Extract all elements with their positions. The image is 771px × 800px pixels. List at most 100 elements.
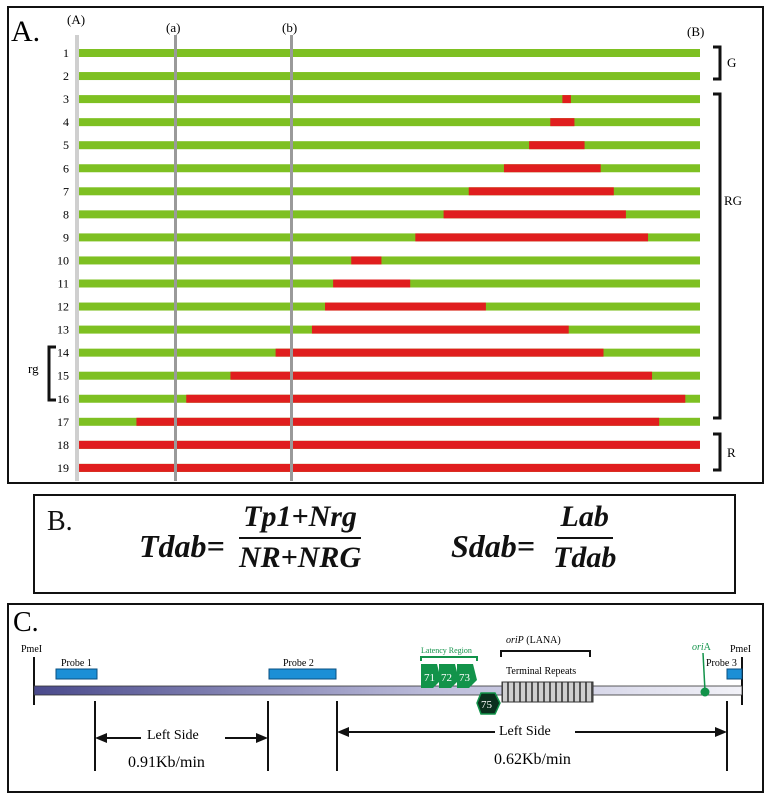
group-rg-bracket (47, 345, 56, 402)
gene-71-label: 71 (424, 672, 435, 684)
oria-stem (702, 652, 706, 692)
row-number: 11 (57, 277, 69, 291)
panel-c-figure: C. PmeI PmeI Probe 1 Probe 2 Probe 3 Lat… (13, 607, 751, 771)
group-R-bracket (713, 432, 722, 472)
left-side-1-arrowhead-right (256, 733, 268, 743)
row-bar-red-segment (529, 141, 585, 150)
row-number: 9 (63, 230, 69, 244)
gene-71-shape: 71 (421, 664, 441, 688)
row-bar-green (79, 118, 700, 127)
row-bar-green (79, 141, 700, 150)
row-bar-green (79, 187, 700, 196)
row-number: 7 (63, 184, 69, 198)
row-bar-red-segment (443, 210, 626, 219)
row-number: 8 (63, 207, 69, 221)
row-bar-red-segment (275, 348, 604, 357)
probe-3-label: Probe 3 (706, 658, 737, 669)
marker-a-line (174, 35, 177, 481)
row-bar-green (79, 72, 700, 81)
row-number: 17 (57, 415, 69, 429)
tdab-lhs: Tdab= (139, 528, 225, 564)
terminal-repeats-label: Terminal Repeats (506, 666, 576, 677)
row-bar-red-segment (503, 164, 601, 173)
row-number: 2 (63, 69, 69, 83)
row-bar-green (79, 233, 700, 242)
pmei-left-label: PmeI (21, 644, 42, 655)
panel-b-letter: B. (47, 506, 73, 537)
left-side-2-label: Left Side (499, 724, 551, 739)
panel-a-figure: A. (A) (a) (b) (B) 123456789101112131415… (11, 12, 742, 481)
row-bar-green (79, 95, 700, 104)
left-side-2-arrowhead-right (715, 727, 727, 737)
row-number: 13 (57, 323, 69, 337)
group-G-label: G (727, 55, 736, 70)
row-bar-red-segment (79, 463, 700, 472)
oria-label: oriA (692, 642, 712, 653)
sdab-lhs: Sdab= (451, 528, 536, 564)
row-bar-green (79, 210, 700, 219)
row-number: 18 (57, 438, 69, 452)
probe-3-bar (726, 668, 743, 680)
probe-2-bar (268, 668, 337, 680)
panel-c-letter: C. (13, 607, 39, 638)
row-number: 3 (63, 92, 69, 106)
probe-1-bar (55, 668, 98, 680)
row-bar-red-segment (550, 118, 575, 127)
row-bar-red-segment (333, 279, 411, 288)
row-bar-red-segment (325, 302, 486, 311)
row-bar-red-segment (562, 95, 571, 104)
marker-A-label: (A) (67, 12, 85, 27)
row-number: 16 (57, 392, 69, 406)
sdab-denominator: Tdab (553, 541, 617, 574)
panel-b: B. Tdab= Tp1+Nrg NR+NRG Sdab= Lab Tdab (33, 494, 736, 594)
probe-1-label: Probe 1 (61, 658, 92, 669)
gene-72-label: 72 (441, 672, 452, 684)
terminal-repeats-block (501, 681, 594, 703)
row-bar-red-segment (415, 233, 649, 242)
row-bar-red-segment (230, 371, 653, 380)
row-number: 10 (57, 253, 69, 267)
row-bar-red-segment (79, 440, 700, 449)
row-number: 5 (63, 138, 69, 152)
row-number: 12 (57, 300, 69, 314)
left-side-1-label: Left Side (147, 728, 199, 743)
group-RG-bracket (713, 92, 722, 420)
row-number: 1 (63, 46, 69, 60)
row-number: 14 (57, 346, 69, 360)
genome-bar (33, 685, 743, 696)
sdab-numerator: Lab (556, 500, 613, 539)
row-bar-red-segment (136, 417, 660, 426)
orip-label: oriP (LANA) (506, 635, 561, 646)
row-bar-red-segment (468, 187, 614, 196)
rate-2-label: 0.62Kb/min (494, 751, 571, 768)
row-bar-red-segment (351, 256, 382, 265)
row-number: 6 (63, 161, 69, 175)
row-number: 19 (57, 461, 69, 475)
row-number: 15 (57, 369, 69, 383)
pmei-right-label: PmeI (730, 644, 751, 655)
marker-a-label: (a) (166, 20, 180, 35)
sdab-fraction: Lab Tdab (553, 500, 616, 575)
pmei-right-tick (741, 657, 743, 705)
row-bar-red-segment (311, 325, 569, 334)
tdab-fraction: Tp1+Nrg NR+NRG (239, 500, 361, 575)
marker-b-label: (b) (282, 20, 297, 35)
panel-a-letter: A. (11, 15, 40, 48)
panel-a: A. (A) (a) (b) (B) 1 2 3 4 5 6 7 8 9 10 11 12 13 14 15… (7, 6, 764, 484)
gene-73-label: 73 (459, 672, 471, 684)
oria-dot (700, 687, 710, 697)
marker-A-line (75, 35, 79, 481)
marker-b-line (290, 35, 293, 481)
gene-73-shape: 73 (457, 664, 477, 688)
group-rg-label: rg (28, 361, 39, 376)
left-side-2-arrowhead-left (337, 727, 349, 737)
row-bar-green (79, 49, 700, 57)
group-RG-label: RG (724, 193, 742, 208)
probe-2-label: Probe 2 (283, 658, 314, 669)
row-bar-green (79, 164, 700, 173)
group-G-bracket (713, 45, 722, 81)
left-side-1-arrowhead-left (95, 733, 107, 743)
latency-region-label: Latency Region (421, 646, 472, 655)
row-number: 4 (63, 115, 69, 129)
